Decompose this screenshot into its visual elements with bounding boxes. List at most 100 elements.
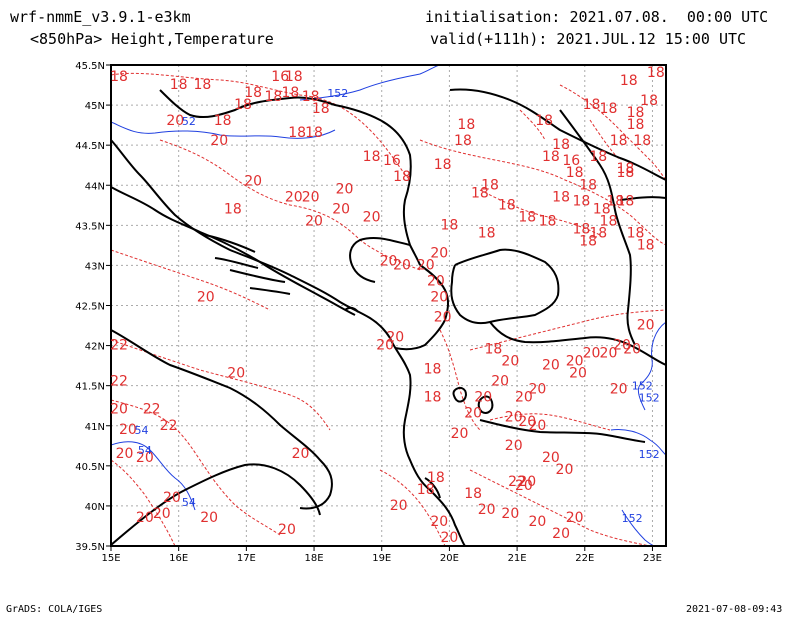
temperature-contour-label: 20 bbox=[336, 181, 354, 197]
temperature-contour-label: 18 bbox=[616, 193, 634, 209]
temperature-contour-label: 18 bbox=[627, 225, 645, 241]
temperature-contour-label: 18 bbox=[627, 105, 645, 121]
temperature-contour-label: 18 bbox=[600, 101, 618, 117]
temperature-contour-label: 20 bbox=[623, 342, 641, 358]
temperature-contour-label: 18 bbox=[637, 237, 655, 253]
temperature-contour-label: 20 bbox=[583, 346, 601, 362]
height-contour-label: 152 bbox=[632, 380, 653, 393]
temperature-contour-label: 20 bbox=[501, 506, 519, 522]
temperature-contour-label: 20 bbox=[542, 358, 560, 374]
temperature-contour-label: 20 bbox=[153, 506, 171, 522]
temperature-contour-label: 20 bbox=[518, 474, 536, 490]
temperature-contour-label: 16 bbox=[562, 153, 580, 169]
temperature-contour-label: 18 bbox=[572, 221, 590, 237]
temperature-contour-label: 20 bbox=[417, 257, 435, 273]
temperature-contour-label: 18 bbox=[288, 125, 306, 141]
lat-tick-label: 42.5N bbox=[75, 302, 105, 313]
temperature-contour-label: 18 bbox=[464, 486, 482, 502]
lon-tick-label: 16E bbox=[169, 553, 188, 564]
height-contour-label: 54 bbox=[138, 444, 152, 457]
temperature-contour-label: 18 bbox=[312, 101, 330, 117]
temperature-contour-label: 18 bbox=[363, 149, 381, 165]
temperature-contour-label: 18 bbox=[214, 113, 232, 129]
temperature-contour-label: 20 bbox=[163, 490, 181, 506]
lat-tick-label: 39.5N bbox=[75, 542, 105, 553]
temperature-contour-label: 16 bbox=[383, 153, 401, 169]
temperature-contour-label: 20 bbox=[380, 253, 398, 269]
temperature-contour-label: 20 bbox=[197, 289, 215, 305]
lon-tick-label: 18E bbox=[305, 553, 324, 564]
temperature-contour-label: 18 bbox=[281, 85, 299, 101]
temperature-contour-label: 18 bbox=[224, 201, 242, 217]
lon-tick-label: 23E bbox=[643, 553, 662, 564]
temperature-contour-label: 18 bbox=[110, 69, 128, 85]
temperature-contour-label: 18 bbox=[302, 89, 320, 105]
temperature-contour-label: 20 bbox=[166, 113, 184, 129]
temperature-contour-label: 20 bbox=[305, 213, 323, 229]
temperature-contour-label: 18 bbox=[518, 209, 536, 225]
temperature-contour-label: 20 bbox=[637, 318, 655, 334]
lat-tick-label: 43.5N bbox=[75, 221, 105, 232]
temperature-contour-label: 20 bbox=[430, 289, 448, 305]
temperature-contour-label: 20 bbox=[434, 310, 452, 326]
lat-tick-label: 42N bbox=[85, 342, 105, 353]
lon-tick-label: 17E bbox=[237, 553, 256, 564]
temperature-contour-label: 20 bbox=[518, 414, 536, 430]
temperature-contour-label: 20 bbox=[528, 382, 546, 398]
temperature-contour-label: 20 bbox=[528, 418, 546, 434]
temperature-contour-label: 18 bbox=[616, 161, 634, 177]
temperature-contour-label: 18 bbox=[457, 117, 475, 133]
height-contour-label: 52 bbox=[182, 115, 196, 128]
model-title: wrf-nmmE_v3.9.1-e3km bbox=[10, 8, 191, 26]
temperature-contour-label: 22 bbox=[508, 474, 526, 490]
temperature-contour-label: 20 bbox=[278, 522, 296, 538]
temperature-contour-label: 20 bbox=[515, 478, 533, 494]
temperature-contour-label: 18 bbox=[600, 213, 618, 229]
temperature-contour-label: 20 bbox=[430, 514, 448, 530]
temperature-contour-label: 20 bbox=[610, 382, 628, 398]
temperature-contour-label: 20 bbox=[478, 502, 496, 518]
lat-tick-label: 45.5N bbox=[75, 61, 105, 72]
temperature-contour-label: 20 bbox=[569, 366, 587, 382]
temperature-contour-label: 20 bbox=[441, 530, 459, 546]
temperature-contour-label: 20 bbox=[474, 390, 492, 406]
temperature-contour-label: 18 bbox=[552, 137, 570, 153]
axis-ticks: 15E 16E 17E 18E 19E 20E 21E 22E 23E 39.5N 40N 40.5N… bbox=[75, 61, 662, 564]
temperature-contour-label: 20 bbox=[292, 446, 310, 462]
temperature-contour-label: 22 bbox=[143, 402, 161, 418]
lon-tick-label: 15E bbox=[101, 553, 120, 564]
temperature-contour-label: 20 bbox=[542, 450, 560, 466]
valid-time: valid(+111h): 2021.JUL.12 15:00 UTC bbox=[430, 30, 747, 48]
temperature-contour-label: 18 bbox=[589, 149, 607, 165]
temperature-contour-label: 20 bbox=[491, 374, 509, 390]
lat-tick-label: 43N bbox=[85, 261, 105, 272]
lat-tick-label: 40N bbox=[85, 502, 105, 513]
temperature-contour-label: 18 bbox=[481, 177, 499, 193]
lon-tick-label: 19E bbox=[372, 553, 391, 564]
lon-tick-label: 22E bbox=[575, 553, 594, 564]
temperature-contour-label: 18 bbox=[552, 189, 570, 205]
temperature-contour-label: 20 bbox=[501, 354, 519, 370]
temperature-contour-label: 18 bbox=[170, 77, 188, 93]
coastlines bbox=[111, 88, 666, 546]
footer-timestamp: 2021-07-08-09:43 bbox=[686, 604, 783, 615]
temperature-contour-label: 20 bbox=[393, 257, 411, 273]
temperature-contour-label: 18 bbox=[627, 117, 645, 133]
height-contour-label: 152 bbox=[622, 512, 643, 525]
temperature-contour-label: 20 bbox=[110, 402, 128, 418]
temperature-contour-label: 20 bbox=[363, 209, 381, 225]
temperature-contour-label: 20 bbox=[227, 366, 245, 382]
temperature-contours bbox=[111, 72, 666, 546]
temperature-contour-label: 18 bbox=[606, 193, 624, 209]
temperature-contour-label: 18 bbox=[572, 193, 590, 209]
temperature-contour-label: 20 bbox=[528, 514, 546, 530]
temperature-contour-label: 20 bbox=[451, 426, 469, 442]
temperature-contour-label: 22 bbox=[110, 374, 128, 390]
temperature-contour-label: 18 bbox=[424, 390, 442, 406]
init-time: initialisation: 2021.07.08. 00:00 UTC bbox=[425, 8, 769, 26]
height-contour-label: 152 bbox=[639, 392, 660, 405]
temperature-contour-label: 22 bbox=[160, 418, 178, 434]
temperature-contour-label: 20 bbox=[210, 133, 228, 149]
temperature-contour-label: 18 bbox=[539, 213, 557, 229]
